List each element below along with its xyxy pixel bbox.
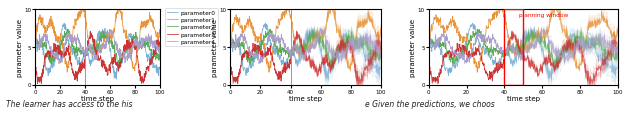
parameter4 <box>92 56 99 58</box>
X-axis label: time step: time step <box>289 95 322 101</box>
parameter4 <box>156 55 164 56</box>
parameter3 <box>134 60 142 61</box>
Line: parameter4: parameter4 <box>35 30 160 64</box>
parameter1 <box>91 53 99 54</box>
parameter0 <box>99 33 107 34</box>
parameter2 <box>99 34 107 35</box>
parameter2 <box>92 52 99 53</box>
Line: parameter0: parameter0 <box>35 24 160 80</box>
Line: parameter2: parameter2 <box>35 30 160 67</box>
Text: planning window: planning window <box>520 13 569 18</box>
parameter2 <box>106 38 113 39</box>
Text: e Given the predictions, we choos: e Given the predictions, we choos <box>365 100 495 108</box>
parameter4 <box>106 29 113 31</box>
parameter2 <box>91 50 99 52</box>
parameter1 <box>115 1 122 3</box>
parameter0 <box>91 47 99 49</box>
parameter4 <box>91 56 99 57</box>
Y-axis label: parameter value: parameter value <box>17 19 22 76</box>
parameter2 <box>116 67 124 68</box>
parameter0 <box>31 50 39 51</box>
parameter2 <box>156 58 164 60</box>
Y-axis label: parameter value: parameter value <box>212 19 218 76</box>
Line: parameter1: parameter1 <box>35 2 160 73</box>
parameter3 <box>37 83 45 85</box>
parameter1 <box>99 43 107 44</box>
parameter1 <box>134 51 142 52</box>
parameter0 <box>60 23 68 25</box>
parameter2 <box>154 58 161 59</box>
parameter3 <box>156 50 164 51</box>
parameter0 <box>134 48 142 49</box>
X-axis label: time step: time step <box>507 95 540 101</box>
parameter1 <box>63 72 71 73</box>
parameter2 <box>63 29 71 30</box>
parameter0 <box>92 51 99 52</box>
Line: parameter3: parameter3 <box>35 32 160 84</box>
parameter3 <box>106 67 114 68</box>
parameter3 <box>92 49 100 50</box>
parameter0 <box>106 51 113 52</box>
parameter4 <box>134 48 142 50</box>
parameter3 <box>99 65 107 67</box>
parameter1 <box>154 36 161 37</box>
parameter2 <box>31 41 39 42</box>
parameter1 <box>31 40 39 42</box>
parameter4 <box>55 64 63 65</box>
parameter4 <box>99 48 107 49</box>
parameter4 <box>154 47 161 49</box>
parameter4 <box>106 31 114 32</box>
Y-axis label: parameter value: parameter value <box>410 19 416 76</box>
parameter0 <box>113 79 120 80</box>
parameter3 <box>86 31 94 33</box>
Text: The learner has access to the his: The learner has access to the his <box>6 100 133 108</box>
parameter3 <box>154 46 161 48</box>
parameter0 <box>156 66 164 68</box>
parameter0 <box>154 67 161 69</box>
Bar <box>504 10 524 85</box>
Legend: parameter0, parameter1, parameter2, parameter3, parameter4: parameter0, parameter1, parameter2, para… <box>165 9 218 47</box>
parameter3 <box>91 50 99 51</box>
parameter1 <box>92 47 99 49</box>
parameter2 <box>134 44 142 46</box>
parameter3 <box>31 68 39 69</box>
X-axis label: time step: time step <box>81 95 114 101</box>
parameter1 <box>106 36 113 37</box>
parameter4 <box>31 39 39 40</box>
parameter1 <box>156 34 164 35</box>
